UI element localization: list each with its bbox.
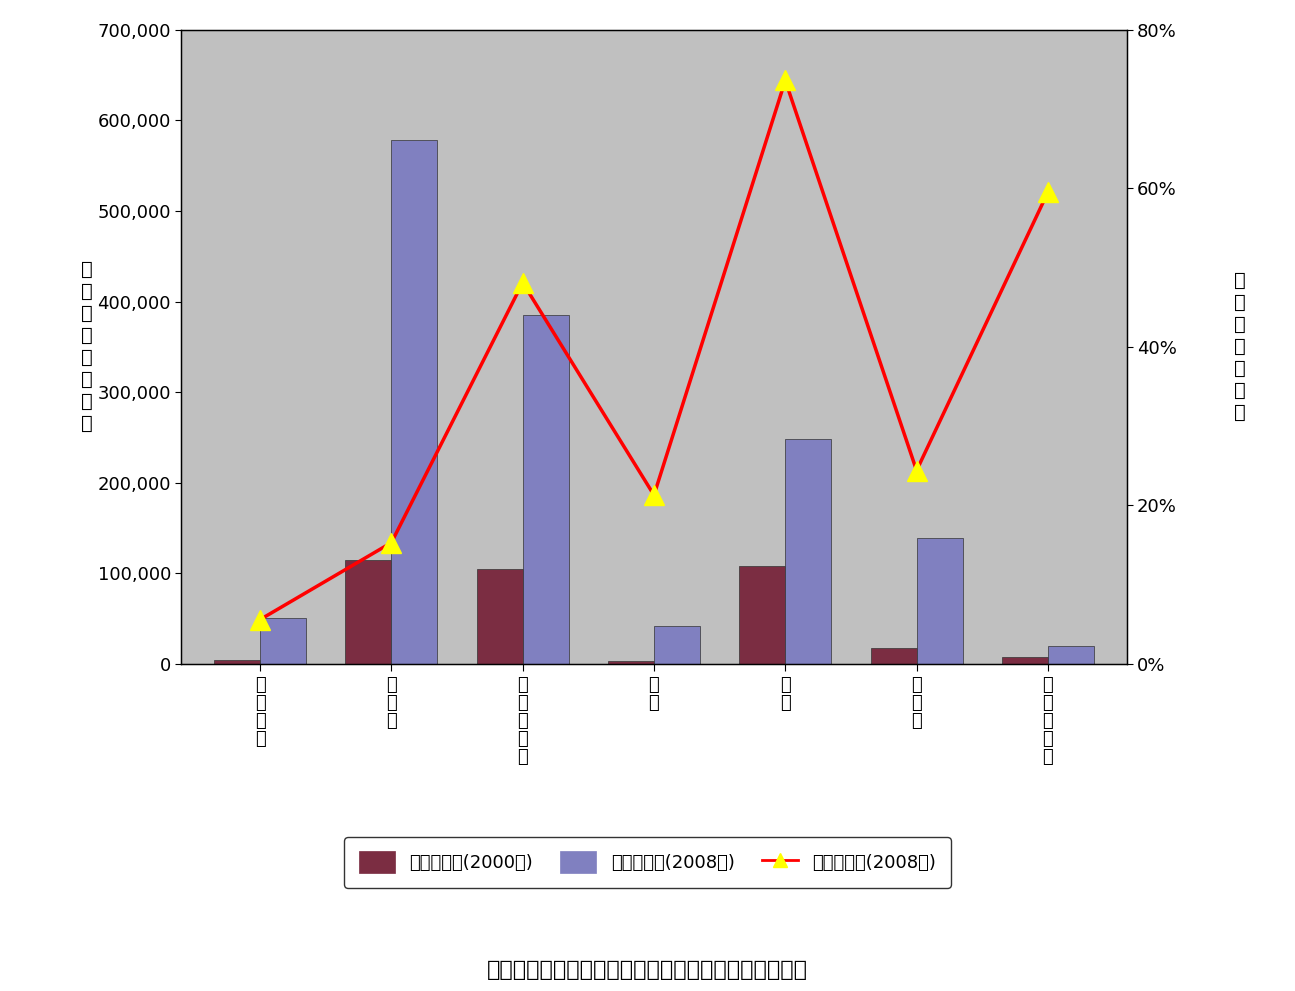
Bar <box>260 617 306 664</box>
Text: 第５図　世界の地域ごとのインターネット利用者推移: 第５図 世界の地域ごとのインターネット利用者推移 <box>487 960 808 980</box>
Bar <box>391 140 438 664</box>
Bar <box>477 569 523 664</box>
Bar <box>785 439 831 664</box>
Bar <box>346 560 391 664</box>
Bar <box>917 538 962 664</box>
Bar <box>870 647 917 664</box>
Bar <box>523 315 569 664</box>
Legend: ：利用者数(2000年), ：利用者数(2008年), ：利用者率(2008年): ：利用者数(2000年), ：利用者数(2008年), ：利用者率(2008年) <box>344 837 951 888</box>
Y-axis label: 利
用
者
率
（
％
）: 利 用 者 率 （ ％ ） <box>1234 272 1246 422</box>
Bar <box>214 660 260 664</box>
Bar <box>1048 646 1094 664</box>
Bar <box>609 661 654 664</box>
Bar <box>739 566 785 664</box>
Bar <box>654 626 699 664</box>
Bar <box>1002 657 1048 664</box>
Y-axis label: 利
用
者
数
（
千
人
）: 利 用 者 数 （ 千 人 ） <box>80 261 93 433</box>
